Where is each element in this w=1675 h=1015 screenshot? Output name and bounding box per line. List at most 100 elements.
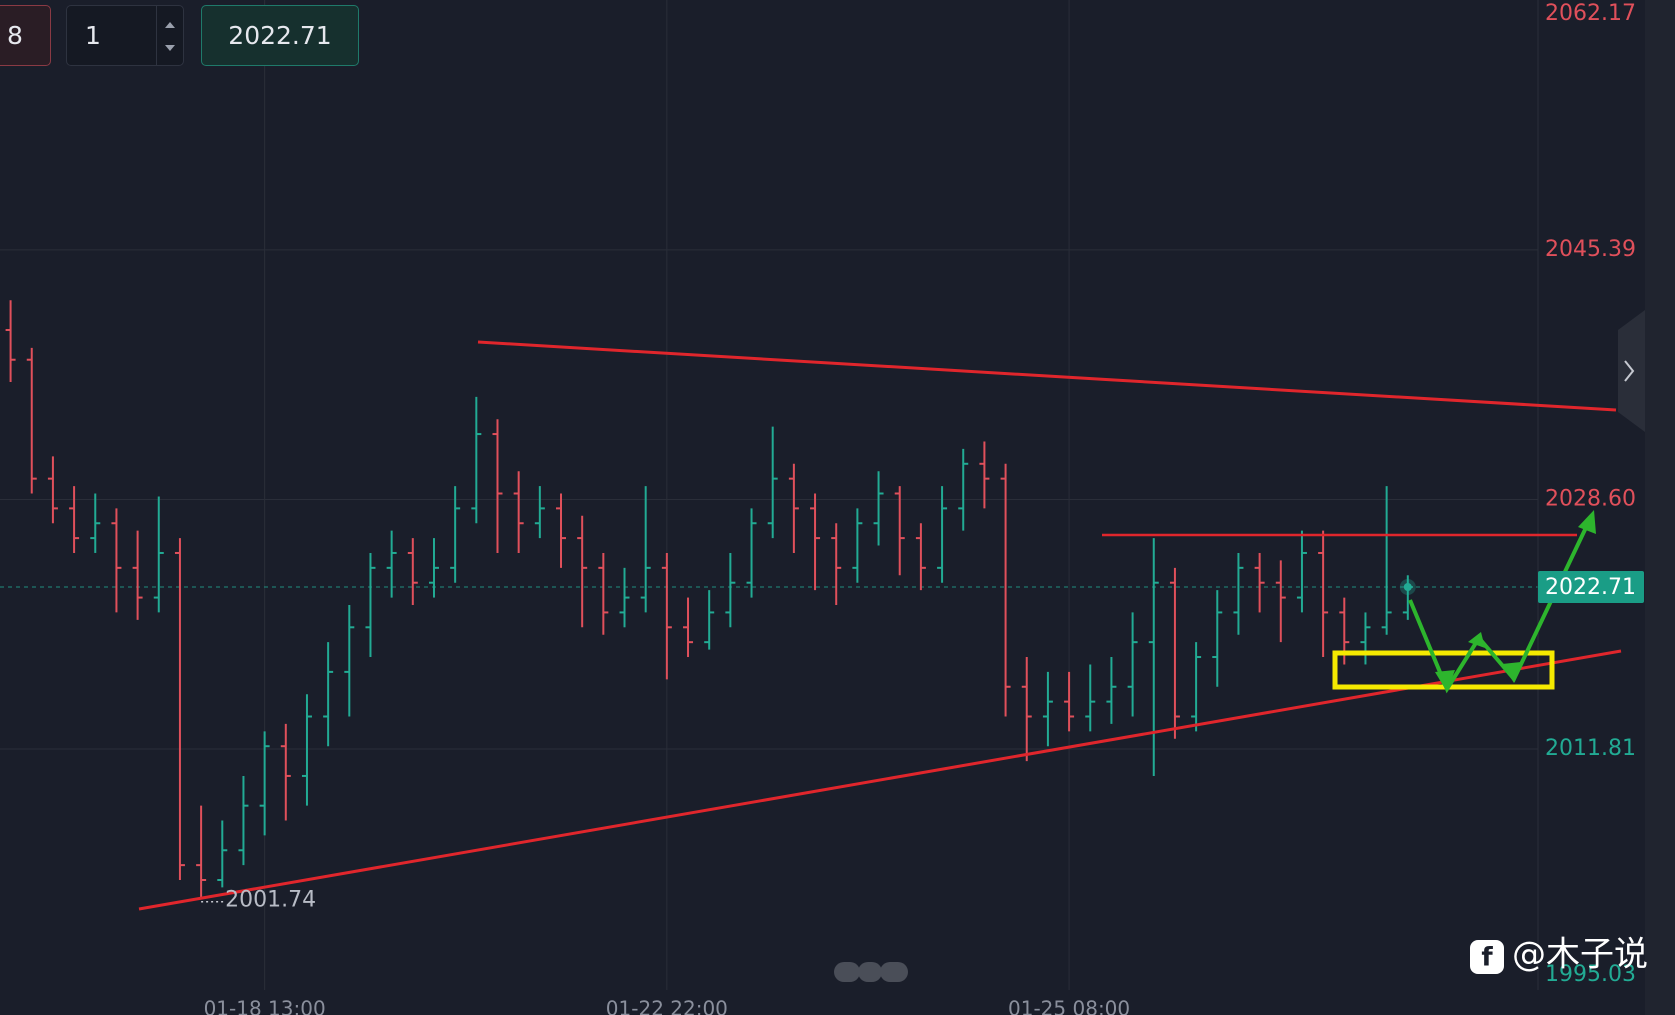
ohlc-bar bbox=[407, 538, 418, 605]
ohlc-bar bbox=[937, 486, 948, 583]
ohlc-bar bbox=[1042, 671, 1053, 747]
ohlc-bar bbox=[1191, 642, 1202, 732]
ohlc-bar bbox=[746, 508, 757, 598]
ohlc-bar bbox=[386, 530, 397, 598]
toolbar-field[interactable]: 8 bbox=[0, 5, 51, 66]
ohlc-bar bbox=[1106, 657, 1117, 724]
ohlc-bar bbox=[492, 419, 503, 553]
ohlc-bar bbox=[1254, 552, 1265, 613]
ohlc-bar bbox=[450, 486, 461, 583]
watermark-icon-glyph: f bbox=[1481, 943, 1493, 973]
ohlc-bar bbox=[894, 486, 905, 576]
ohlc-bar bbox=[1169, 567, 1180, 739]
arrowhead bbox=[1502, 662, 1521, 683]
ohlc-bar bbox=[217, 820, 228, 888]
ohlc-bar bbox=[323, 642, 334, 747]
trend-line-upper bbox=[477, 340, 1617, 412]
ohlc-bar bbox=[598, 552, 609, 635]
ohlc-bar bbox=[111, 508, 122, 613]
bars bbox=[5, 300, 1416, 899]
ohlc-bar bbox=[767, 426, 778, 539]
ohlc-bar bbox=[725, 552, 736, 628]
ohlc-bar bbox=[428, 538, 439, 598]
ohlc-bar bbox=[69, 486, 80, 553]
side-panel-handle[interactable] bbox=[1618, 310, 1645, 432]
ohlc-bar bbox=[5, 300, 16, 383]
ohlc-bar bbox=[683, 597, 694, 658]
ohlc-bar bbox=[1127, 612, 1138, 717]
x-tick-label: 01-22 22:00 bbox=[606, 997, 728, 1015]
x-tick-label: 01-25 08:00 bbox=[1008, 997, 1130, 1015]
watermark-text: @木子说 bbox=[1512, 935, 1648, 975]
trend-line-lower bbox=[138, 649, 1622, 911]
ohlc-bar bbox=[513, 471, 524, 553]
ohlc-bar bbox=[704, 590, 715, 650]
ohlc-bar bbox=[471, 396, 482, 524]
watermark: f @木子说 bbox=[1470, 935, 1648, 975]
ohlc-bar bbox=[534, 486, 545, 539]
watermark-icon bbox=[1470, 940, 1504, 974]
spinner[interactable] bbox=[156, 6, 183, 65]
ohlc-bar bbox=[1360, 612, 1371, 665]
ohlc-bar bbox=[280, 723, 291, 821]
logo bbox=[834, 962, 908, 982]
y-tick-label: 2028.60 bbox=[1545, 486, 1636, 511]
ohlc-bar bbox=[153, 496, 164, 613]
price-tag bbox=[1538, 571, 1644, 604]
low-label: 2001.74 bbox=[225, 888, 316, 913]
ohlc-bar bbox=[619, 567, 630, 628]
ohlc-bar bbox=[238, 775, 249, 866]
ohlc-bar bbox=[1064, 671, 1075, 732]
ohlc-bar bbox=[810, 493, 821, 591]
grid bbox=[0, 0, 1538, 990]
ohlc-bar bbox=[640, 486, 651, 613]
ohlc-bar bbox=[1296, 530, 1307, 613]
spin-up[interactable] bbox=[165, 22, 175, 28]
ohlc-bar bbox=[1233, 552, 1244, 635]
price-tag-label: 2022.71 bbox=[1545, 575, 1636, 600]
ohlc-bar bbox=[132, 530, 143, 620]
ohlc-bar bbox=[958, 448, 969, 531]
ohlc-bar bbox=[556, 493, 567, 568]
arrowhead bbox=[1578, 510, 1596, 534]
ohlc-bar bbox=[344, 605, 355, 717]
x-tick-label: 01-18 13:00 bbox=[204, 997, 326, 1015]
ohlc-bar bbox=[1381, 486, 1392, 635]
arrowhead bbox=[1435, 670, 1455, 692]
quantity-text: 1 bbox=[85, 21, 101, 50]
ohlc-bar bbox=[852, 508, 863, 583]
ohlc-bar bbox=[365, 552, 376, 658]
ohlc-bar bbox=[1000, 463, 1011, 717]
price-button[interactable]: 2022.71 bbox=[201, 5, 359, 66]
y-tick-label: 1995.03 bbox=[1545, 962, 1636, 987]
quantity-input[interactable]: 1 bbox=[66, 5, 184, 66]
y-tick-label: 2062.17 bbox=[1545, 1, 1636, 26]
ohlc-bar bbox=[196, 805, 207, 899]
y-tick-label: 2011.81 bbox=[1545, 736, 1636, 761]
price-axis: 2062.17 2045.39 2028.60 2011.81 1995.03 01-18… bbox=[201, 1, 1644, 1015]
ohlc-bar bbox=[26, 347, 37, 494]
ohlc-bar bbox=[1212, 590, 1223, 687]
ohlc-bar bbox=[661, 552, 672, 680]
ohlc-bar bbox=[915, 523, 926, 591]
ohlc-bar bbox=[1085, 664, 1096, 732]
ohlc-bar bbox=[1318, 530, 1329, 658]
ohlc-bar bbox=[831, 523, 842, 605]
ohlc-bar bbox=[47, 456, 58, 524]
current-dot bbox=[1403, 583, 1412, 592]
ohlc-bar bbox=[90, 493, 101, 553]
side-strip bbox=[1645, 0, 1675, 1015]
ohlc-bar bbox=[1148, 538, 1159, 776]
ohlc-bar bbox=[788, 463, 799, 553]
spin-down[interactable] bbox=[165, 45, 175, 51]
ohlc-bar bbox=[577, 515, 588, 628]
y-tick-label: 2045.39 bbox=[1545, 237, 1636, 262]
annotations bbox=[138, 340, 1622, 911]
ohlc-bar bbox=[174, 538, 185, 880]
arrowhead bbox=[1468, 632, 1485, 648]
ohlc-bar bbox=[979, 441, 990, 509]
chevron-icon bbox=[1624, 360, 1635, 382]
highlight-box bbox=[1332, 650, 1555, 690]
